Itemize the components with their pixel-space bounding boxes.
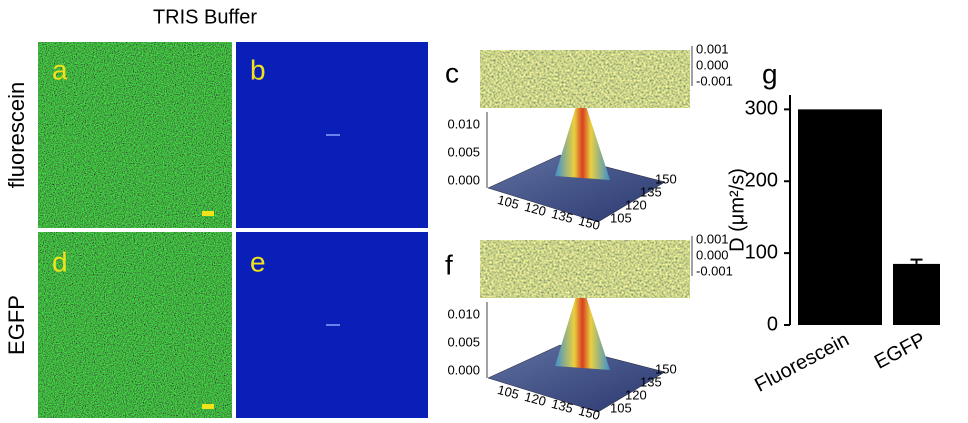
row-label: EGFP xyxy=(4,295,29,355)
surface-peak xyxy=(555,100,610,180)
z-tick-label: 0.000 xyxy=(696,57,729,72)
panel-label: d xyxy=(52,246,68,277)
z-tick-label: 0.005 xyxy=(447,144,480,159)
image-panels xyxy=(38,42,428,418)
z-tick-label: 0.001 xyxy=(696,231,729,246)
panel-label: c xyxy=(445,57,459,88)
z-tick-label: 0.005 xyxy=(447,334,480,349)
panel-label: b xyxy=(250,54,266,85)
z-tick-label: 0.000 xyxy=(447,172,480,187)
scale-bar xyxy=(202,404,214,409)
x-tick-label: EGFP xyxy=(871,329,929,374)
z-tick-label: 0.000 xyxy=(447,362,480,377)
y-tick-label: 300 xyxy=(745,98,778,120)
y-axis-label: D (μm²/s) xyxy=(726,168,748,252)
z-tick-label: 0.001 xyxy=(696,41,729,56)
y-tick-label: 100 xyxy=(745,241,778,263)
panel-label: g xyxy=(762,58,778,89)
z-tick-label: -0.001 xyxy=(696,263,733,278)
z-tick-label: 0.010 xyxy=(447,306,480,321)
figure: TRIS Buffer fluorescein EGFP a b c d e f… xyxy=(0,0,968,423)
z-tick-label: 0.000 xyxy=(696,247,729,262)
bar xyxy=(893,264,940,325)
bar xyxy=(798,109,882,325)
y-tick-label: 200 xyxy=(745,170,778,192)
panel-label: a xyxy=(52,54,68,85)
surface-top xyxy=(480,50,690,108)
surface-peak xyxy=(555,290,610,370)
y-tick-label: 105 xyxy=(610,210,632,225)
panel-label: f xyxy=(445,249,453,280)
panel-label: e xyxy=(250,246,266,277)
x-tick-label: Fluorescein xyxy=(751,329,853,397)
surface-top xyxy=(480,240,690,298)
row-label: fluorescein xyxy=(4,82,29,188)
figure-title: TRIS Buffer xyxy=(153,6,257,28)
z-tick-label: -0.001 xyxy=(696,73,733,88)
z-tick-label: 0.010 xyxy=(447,116,480,131)
y-tick-label: 0 xyxy=(767,313,778,335)
y-tick-label: 105 xyxy=(610,400,632,415)
scale-bar xyxy=(202,211,214,216)
